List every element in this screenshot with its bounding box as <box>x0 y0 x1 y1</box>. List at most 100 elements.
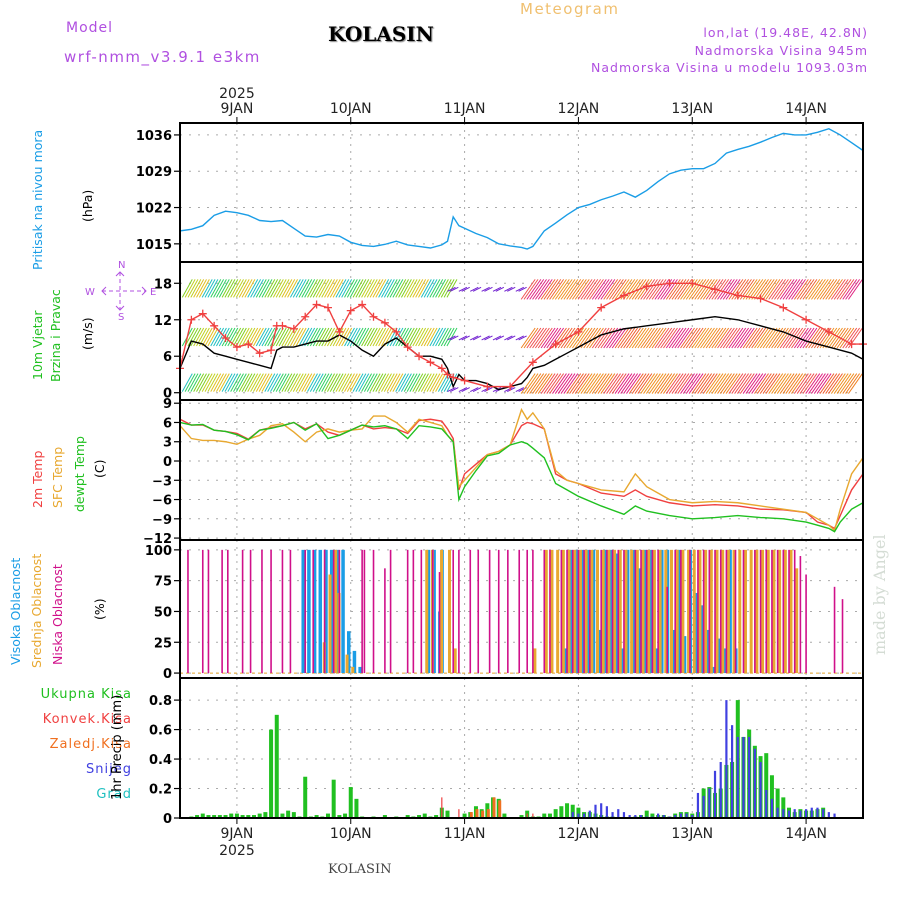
cloud-bar <box>507 549 509 674</box>
wind-barb <box>825 279 841 300</box>
wind-barb <box>295 373 307 392</box>
wind-barb <box>628 373 644 394</box>
panel-precip: 0 0.2 0.4 0.6 0.8 <box>149 678 863 827</box>
wind-barb <box>321 279 333 298</box>
wind-barb <box>270 373 281 392</box>
wind-barb <box>816 373 832 394</box>
wind-barb <box>554 279 570 300</box>
wind-barb <box>719 327 735 349</box>
wind-barb <box>637 279 653 300</box>
wind-barb <box>600 373 616 394</box>
gust-marker <box>551 340 560 349</box>
wind-barb <box>774 279 789 300</box>
wind-barb <box>472 335 482 341</box>
wind-barb <box>344 279 355 298</box>
cloud-bar <box>637 568 641 674</box>
wind-barb <box>406 327 418 347</box>
page-title: KOLASIN <box>328 22 434 46</box>
precip-bar <box>502 813 507 818</box>
precip-bar <box>605 806 608 818</box>
precip-bar <box>223 815 228 818</box>
y-tick-label: 0.2 <box>149 783 172 798</box>
precip-bar <box>600 803 603 818</box>
wind-barb <box>754 373 769 394</box>
wind-barb <box>660 279 676 300</box>
precip-bar <box>382 815 387 818</box>
precip-bar <box>634 815 637 818</box>
wind-barb <box>281 373 293 392</box>
wind-barb <box>589 279 604 300</box>
cloud-bar <box>440 549 444 674</box>
wind-barb <box>756 327 772 349</box>
wind-barb <box>845 327 860 349</box>
wind-barb <box>301 373 313 392</box>
cloud-bar <box>425 549 429 674</box>
wind-barb <box>324 279 336 298</box>
wind-barb <box>224 373 236 392</box>
wind-barb <box>406 373 418 392</box>
cloud-bar <box>680 549 682 674</box>
wind-barb <box>304 279 316 298</box>
precip-bar <box>481 810 485 818</box>
wind-barb <box>808 373 823 394</box>
wind-barb <box>617 373 633 394</box>
wind-barb <box>210 279 222 298</box>
wind-barb <box>472 286 482 292</box>
wind-barb <box>623 327 639 349</box>
precip-bar <box>445 810 450 818</box>
precip-bar <box>691 815 694 818</box>
precip-bar <box>532 813 534 818</box>
wind-barb <box>204 279 216 298</box>
wind-barb <box>685 373 701 394</box>
gust-marker <box>187 315 196 324</box>
wind-barb <box>198 373 210 392</box>
wind-barb <box>481 335 490 341</box>
wind-barb <box>190 373 202 392</box>
wind-barb <box>224 327 236 347</box>
wind-barb <box>341 373 353 392</box>
gust-marker <box>779 303 788 312</box>
wind-barb <box>756 373 772 394</box>
wind-barb <box>628 327 644 349</box>
wind-barb <box>540 327 556 349</box>
cloud-bar <box>583 549 585 674</box>
wind-barb <box>685 327 701 349</box>
gust-marker <box>255 349 264 358</box>
y-tick-label: −12 <box>143 532 172 547</box>
y-tick-label: 18 <box>154 277 172 292</box>
cloud-bar <box>270 549 272 674</box>
wind-barb <box>674 279 690 300</box>
gust-marker <box>323 303 332 312</box>
wind-barb <box>507 335 516 341</box>
cloud-bar <box>634 549 637 674</box>
wind-barb <box>680 373 695 394</box>
precip-bar <box>816 807 819 818</box>
cloud-bar <box>618 549 622 674</box>
wind-barb <box>304 327 316 347</box>
wind-barb <box>577 373 593 394</box>
wind-barb <box>264 279 276 298</box>
wind-barb <box>816 279 832 300</box>
gust-marker <box>267 346 276 355</box>
wind-barb <box>344 327 355 347</box>
wind-barb <box>791 279 806 300</box>
wind-barb <box>287 373 299 392</box>
cloud-bar <box>543 549 546 674</box>
wind-barb <box>292 279 304 298</box>
wind-barb <box>395 373 407 392</box>
wind-barb <box>210 373 222 392</box>
gust-marker <box>358 300 367 309</box>
precip-bar <box>644 810 649 818</box>
y-tick-label: 6 <box>163 350 172 365</box>
wind-barb <box>611 327 627 349</box>
cloud-bar <box>560 549 563 674</box>
wind-barb <box>611 279 627 300</box>
wind-barb <box>614 279 630 300</box>
wind-barb <box>435 327 446 347</box>
cloud-bar <box>652 549 656 674</box>
wind-barb <box>694 373 710 394</box>
wind-barb <box>571 373 587 394</box>
wind-barb <box>682 373 698 394</box>
wind-barb <box>640 279 656 300</box>
cloud-bar <box>789 549 793 674</box>
